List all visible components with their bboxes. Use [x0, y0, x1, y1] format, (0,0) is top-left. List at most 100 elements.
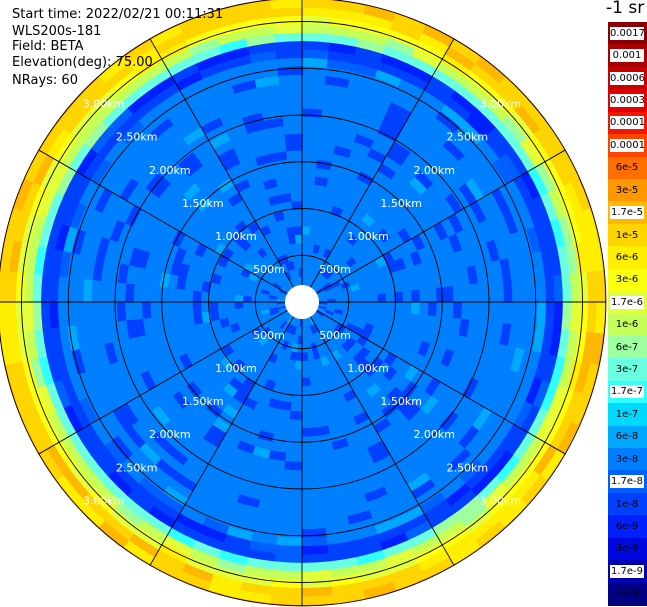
- range-gate-cell: [350, 448, 371, 463]
- range-gate-cell: [318, 276, 328, 286]
- range-gate-cell: [352, 295, 362, 303]
- range-gate-cell: [327, 273, 337, 283]
- range-gate-cell: [40, 300, 51, 330]
- range-gate-cell: [297, 259, 303, 269]
- range-gate-cell: [366, 206, 382, 222]
- range-gate-cell: [242, 424, 261, 439]
- range-gate-cell: [192, 301, 202, 314]
- range-gate-cell: [360, 377, 376, 392]
- range-gate-cell: [377, 293, 387, 303]
- range-gate-cell: [491, 259, 504, 283]
- range-gate-cell: [300, 594, 334, 606]
- range-gate-cell: [363, 155, 383, 172]
- range-gate-cell: [394, 134, 417, 153]
- blind-zone: [285, 285, 319, 319]
- range-gate-cell: [470, 144, 494, 170]
- range-gate-cell: [74, 277, 85, 302]
- range-gate-cell: [0, 237, 7, 271]
- range-gate-cell: [86, 182, 106, 210]
- range-gate-cell: [200, 178, 219, 196]
- range-gate-cell: [410, 535, 442, 557]
- range-gate-cell: [319, 382, 331, 394]
- range-gate-cell: [206, 352, 221, 367]
- range-gate-cell: [307, 317, 313, 327]
- range-gate-cell: [121, 546, 151, 566]
- range-gate-cell: [222, 533, 252, 550]
- range-gate-cell: [303, 318, 308, 328]
- range-gate-cell: [284, 452, 302, 463]
- range-gate-cell: [322, 398, 336, 410]
- range-gate-cell: [104, 238, 119, 262]
- range-gate-cell: [398, 268, 410, 282]
- range-gate-cell: [458, 183, 478, 207]
- range-gate-cell: [192, 278, 204, 292]
- range-gate-cell: [298, 267, 303, 277]
- range-gate-cell: [263, 315, 273, 324]
- range-gate-cell: [300, 561, 331, 572]
- range-gate-cell: [235, 313, 246, 323]
- range-gate-cell: [227, 396, 244, 412]
- range-gate-cell: [315, 263, 324, 273]
- range-gate-cell: [273, 167, 290, 179]
- range-gate-cell: [83, 322, 97, 348]
- range-gate-cell: [382, 45, 413, 65]
- range-gate-cell: [331, 339, 342, 351]
- range-gate-cell: [302, 150, 319, 160]
- colorbar-tick-label: 1.7e-7: [610, 385, 644, 399]
- range-gate-cell: [312, 332, 320, 343]
- colorbar-swatch: [608, 582, 647, 606]
- range-gate-cell: [381, 431, 402, 449]
- range-gate-cell: [539, 382, 559, 413]
- range-gate-cell: [259, 421, 276, 435]
- range-gate-cell: [253, 331, 265, 342]
- range-gate-cell: [407, 112, 432, 133]
- range-gate-cell: [110, 69, 140, 96]
- range-gate-cell: [557, 357, 575, 390]
- range-gate-cell: [202, 69, 231, 87]
- range-gate-cell: [222, 403, 239, 419]
- range-gate-cell: [176, 313, 187, 329]
- range-gate-cell: [391, 571, 426, 591]
- range-gate-cell: [195, 476, 220, 495]
- range-gate-cell: [307, 268, 313, 279]
- range-gate-cell: [430, 431, 453, 454]
- range-gate-cell: [78, 178, 99, 207]
- range-gate-cell: [99, 279, 110, 302]
- range-gate-cell: [433, 221, 449, 242]
- range-gate-cell: [352, 383, 367, 398]
- range-gate-cell: [452, 547, 481, 567]
- range-gate-cell: [117, 199, 135, 224]
- range-gate-cell: [314, 311, 323, 320]
- range-gate-cell: [363, 5, 398, 23]
- range-gate-cell: [177, 464, 202, 485]
- range-gate-cell: [414, 391, 432, 410]
- range-gate-cell: [352, 411, 370, 426]
- range-gate-cell: [444, 302, 454, 319]
- range-gate-cell: [475, 56, 507, 85]
- range-gate-cell: [301, 394, 313, 404]
- range-gate-cell: [109, 218, 126, 243]
- range-gate-cell: [194, 414, 213, 432]
- range-gate-cell: [362, 433, 383, 449]
- range-gate-cell: [63, 170, 85, 200]
- range-gate-cell: [312, 400, 325, 412]
- range-gate-cell: [328, 169, 345, 183]
- range-gate-cell: [397, 189, 416, 207]
- range-gate-cell: [513, 143, 537, 173]
- range-gate-cell: [281, 322, 290, 332]
- range-gate-cell: [469, 380, 487, 405]
- range-gate-cell: [389, 217, 405, 234]
- range-gate-cell: [301, 377, 311, 387]
- range-gate-cell: [550, 218, 567, 250]
- range-gate-cell: [419, 420, 440, 441]
- range-gate-cell: [322, 314, 332, 323]
- range-gate-cell: [501, 209, 519, 236]
- range-gate-cell: [490, 390, 510, 417]
- range-gate-cell: [124, 376, 142, 399]
- range-gate-cell: [85, 368, 103, 395]
- range-gate-cell: [335, 302, 345, 307]
- range-gate-cell: [280, 99, 304, 110]
- range-gate-cell: [259, 297, 269, 302]
- range-gate-cell: [8, 239, 23, 273]
- range-gate-cell: [482, 95, 510, 123]
